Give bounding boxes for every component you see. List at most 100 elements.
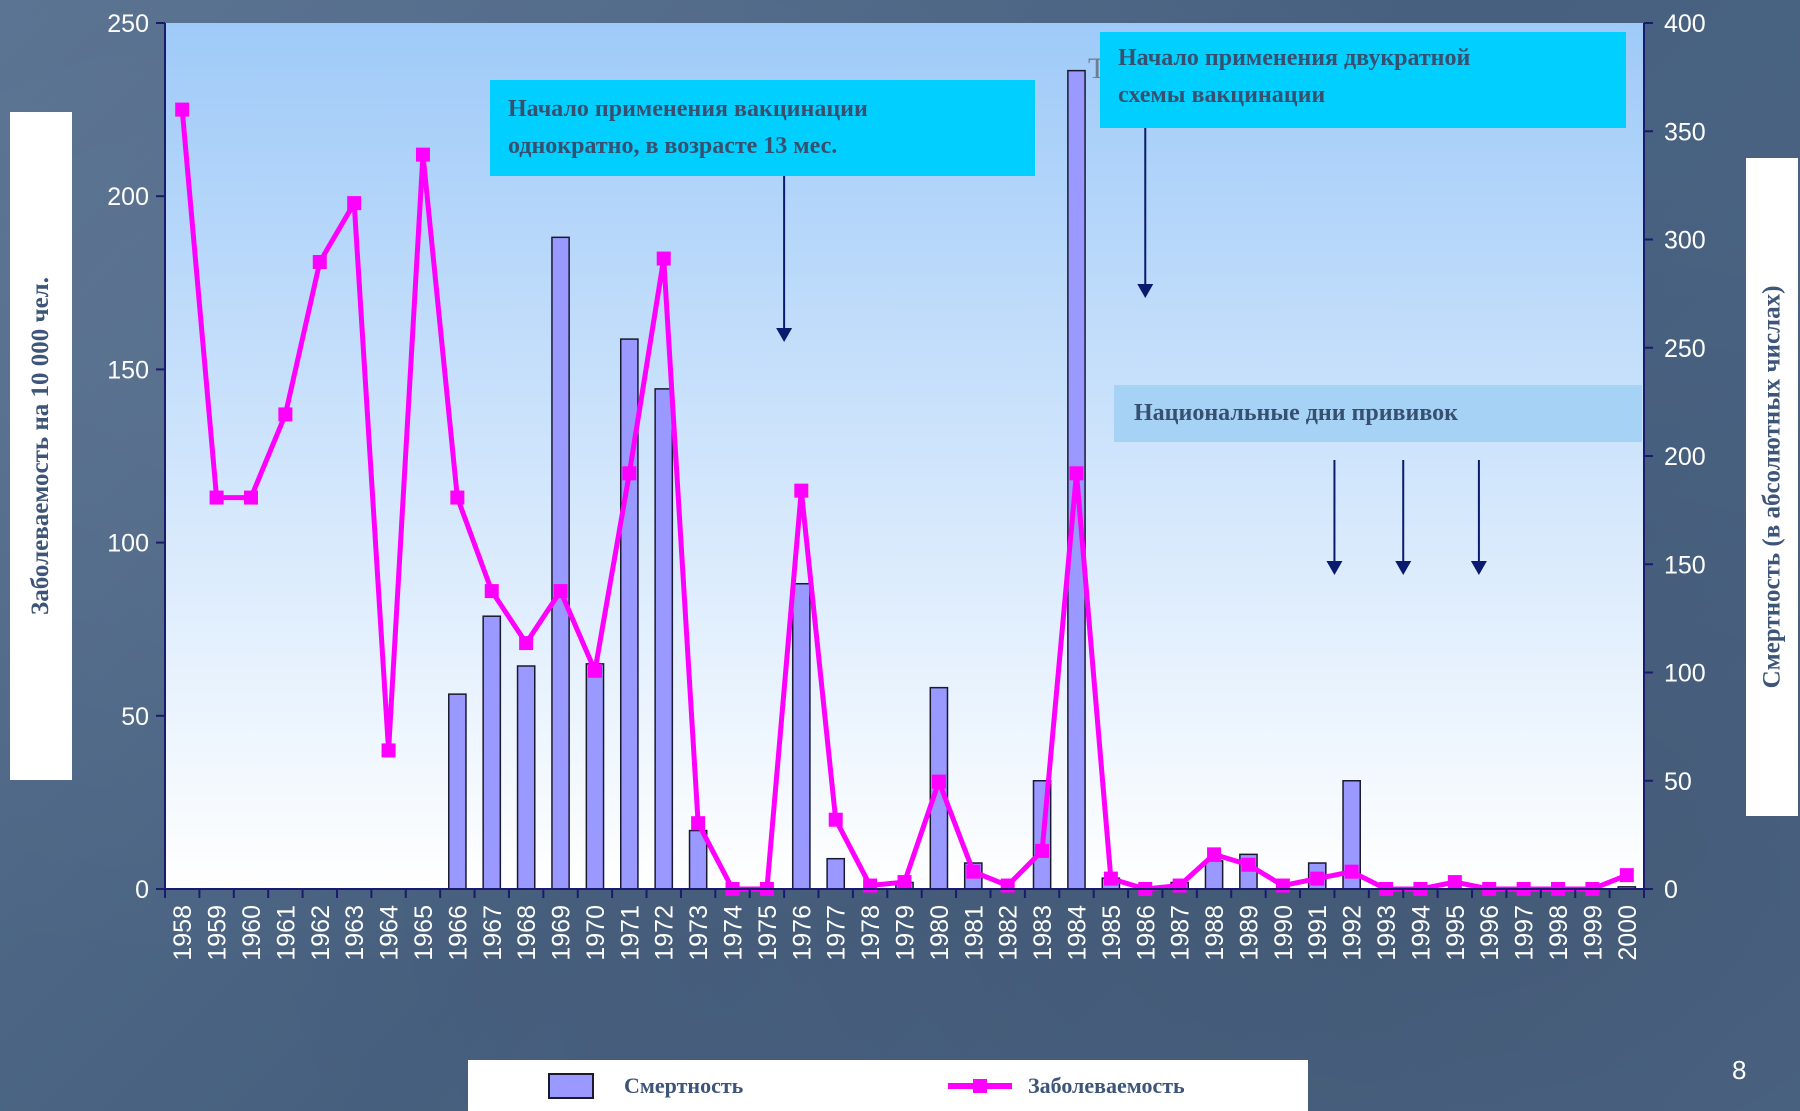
x-tick-label: 1978 <box>857 905 885 961</box>
x-tick-label: 1985 <box>1098 905 1126 961</box>
bar-mortality <box>585 663 605 890</box>
x-tick-label: 1967 <box>479 905 507 961</box>
incidence-marker <box>1207 847 1222 862</box>
x-tick-label: 1992 <box>1339 905 1367 961</box>
x-tick-label: 1959 <box>204 905 232 961</box>
x-tick-label: 1993 <box>1373 905 1401 961</box>
x-tick-label: 1960 <box>238 905 266 961</box>
y-left-tick-label: 150 <box>107 356 149 384</box>
y-right-tick-label: 100 <box>1664 660 1706 688</box>
bar-mortality <box>551 236 570 890</box>
callout-national-days: Национальные дни прививок <box>1114 385 1642 442</box>
legend-item-mortality: Смертность <box>548 1072 743 1100</box>
x-tick-label: 1970 <box>582 905 610 961</box>
incidence-marker <box>1172 878 1187 893</box>
x-tick-label: 1968 <box>513 905 541 961</box>
incidence-marker <box>1275 878 1290 893</box>
x-tick-label: 1996 <box>1476 905 1504 961</box>
incidence-marker <box>622 466 637 481</box>
x-tick-label: 1989 <box>1235 905 1263 961</box>
x-tick-label: 1976 <box>788 905 816 961</box>
incidence-marker <box>656 251 671 266</box>
annotation-arrow-head <box>1137 284 1154 298</box>
y-axis-left-title: Заболеваемость на 10 000 чел. <box>27 277 54 615</box>
y-right-tick-label: 50 <box>1664 768 1692 796</box>
incidence-marker <box>450 490 465 505</box>
incidence-marker <box>691 816 706 831</box>
callout-single-line2: однократно, в возрасте 13 мес. <box>508 133 838 159</box>
axes: 0 50 100 150 200 250 0 50 100 150 200 250 300 350 400 1… <box>107 10 1705 961</box>
x-tick-label: 1964 <box>376 905 404 961</box>
y-axis-left-title-box: Заболеваемость на 10 000 чел. <box>10 112 72 780</box>
incidence-marker <box>1000 878 1015 893</box>
y-right-tick-label: 350 <box>1664 118 1706 146</box>
x-tick-label: 1971 <box>616 905 644 961</box>
callout-double-line2: схемы вакцинации <box>1118 82 1326 108</box>
legend-item-incidence: Заболеваемость <box>946 1072 1185 1100</box>
y-left-tick-label: 50 <box>121 703 149 731</box>
y-axis-right-title: Смертность (в абсолютных числах) <box>1758 285 1785 689</box>
incidence-marker <box>794 483 809 498</box>
incidence-marker <box>1103 871 1118 886</box>
y-left-tick-label: 100 <box>107 530 149 558</box>
x-tick-label: 1983 <box>1029 905 1057 961</box>
annotation-arrow-head <box>1395 561 1412 575</box>
x-tick-label: 1997 <box>1511 905 1539 961</box>
y-right-tick-label: 0 <box>1664 876 1678 904</box>
x-tick-label: 1965 <box>410 905 438 961</box>
callout-single-line1: Начало применения вакцинации <box>508 96 868 122</box>
x-tick-label: 1984 <box>1063 905 1091 961</box>
x-tick-label: 1963 <box>341 905 369 961</box>
incidence-marker <box>1241 857 1256 872</box>
x-tick-label: 1994 <box>1407 905 1435 961</box>
x-tick-label: 1991 <box>1304 905 1332 961</box>
legend-label-mortality: Смертность <box>624 1073 744 1098</box>
incidence-marker <box>484 584 499 599</box>
x-tick-label: 1972 <box>651 905 679 961</box>
incidence-marker <box>1069 466 1084 481</box>
y-right-tick-label: 150 <box>1664 551 1706 579</box>
annotation-arrow-head <box>1326 561 1343 575</box>
x-tick-label: 1966 <box>444 905 472 961</box>
x-tick-label: 1975 <box>754 905 782 961</box>
incidence-marker <box>312 255 327 270</box>
x-tick-label: 1962 <box>307 905 335 961</box>
incidence-marker <box>1035 843 1050 858</box>
x-tick-label: 1969 <box>548 905 576 961</box>
bar-mortality <box>516 665 536 890</box>
legend-label-incidence: Заболеваемость <box>1028 1073 1185 1098</box>
incidence-marker <box>1619 868 1634 883</box>
y-right-tick-label: 200 <box>1664 443 1706 471</box>
legend-bar-swatch <box>548 1073 594 1099</box>
incidence-marker <box>347 196 362 211</box>
y-axis-right-title-box: Смертность (в абсолютных числах) <box>1746 158 1798 816</box>
callout-two-dose: Начало применения двукратной схемы вакци… <box>1100 32 1626 128</box>
y-right-tick-label: 250 <box>1664 335 1706 363</box>
x-tick-label: 1958 <box>169 905 197 961</box>
bar-mortality <box>1204 860 1224 890</box>
slide-number: 8 <box>1732 1055 1747 1085</box>
incidence-marker <box>966 864 981 879</box>
x-tick-label: 1986 <box>1132 905 1160 961</box>
incidence-marker <box>381 743 396 758</box>
x-tick-label: 1995 <box>1442 905 1470 961</box>
bar-mortality <box>791 582 811 890</box>
y-left-tick-label: 250 <box>107 10 149 38</box>
y-left-tick-label: 0 <box>135 876 149 904</box>
x-tick-label: 1982 <box>995 905 1023 961</box>
x-tick-label: 1988 <box>1201 905 1229 961</box>
y-right-tick-label: 300 <box>1664 227 1706 255</box>
annotation-arrow-head <box>776 328 793 342</box>
incidence-marker <box>1310 871 1325 886</box>
mortality-bars <box>448 69 1637 890</box>
legend-line-swatch <box>948 1079 1012 1093</box>
x-tick-label: 1990 <box>1270 905 1298 961</box>
incidence-marker <box>243 490 258 505</box>
bar-mortality <box>654 388 674 890</box>
callout-single-dose: Начало применения вакцинации однократно,… <box>490 80 1035 176</box>
y-right-tick-label: 400 <box>1664 10 1706 38</box>
incidence-marker <box>1447 875 1462 890</box>
x-tick-label: 1998 <box>1545 905 1573 961</box>
x-tick-label: 1974 <box>720 905 748 961</box>
annotation-arrow-head <box>1470 561 1487 575</box>
